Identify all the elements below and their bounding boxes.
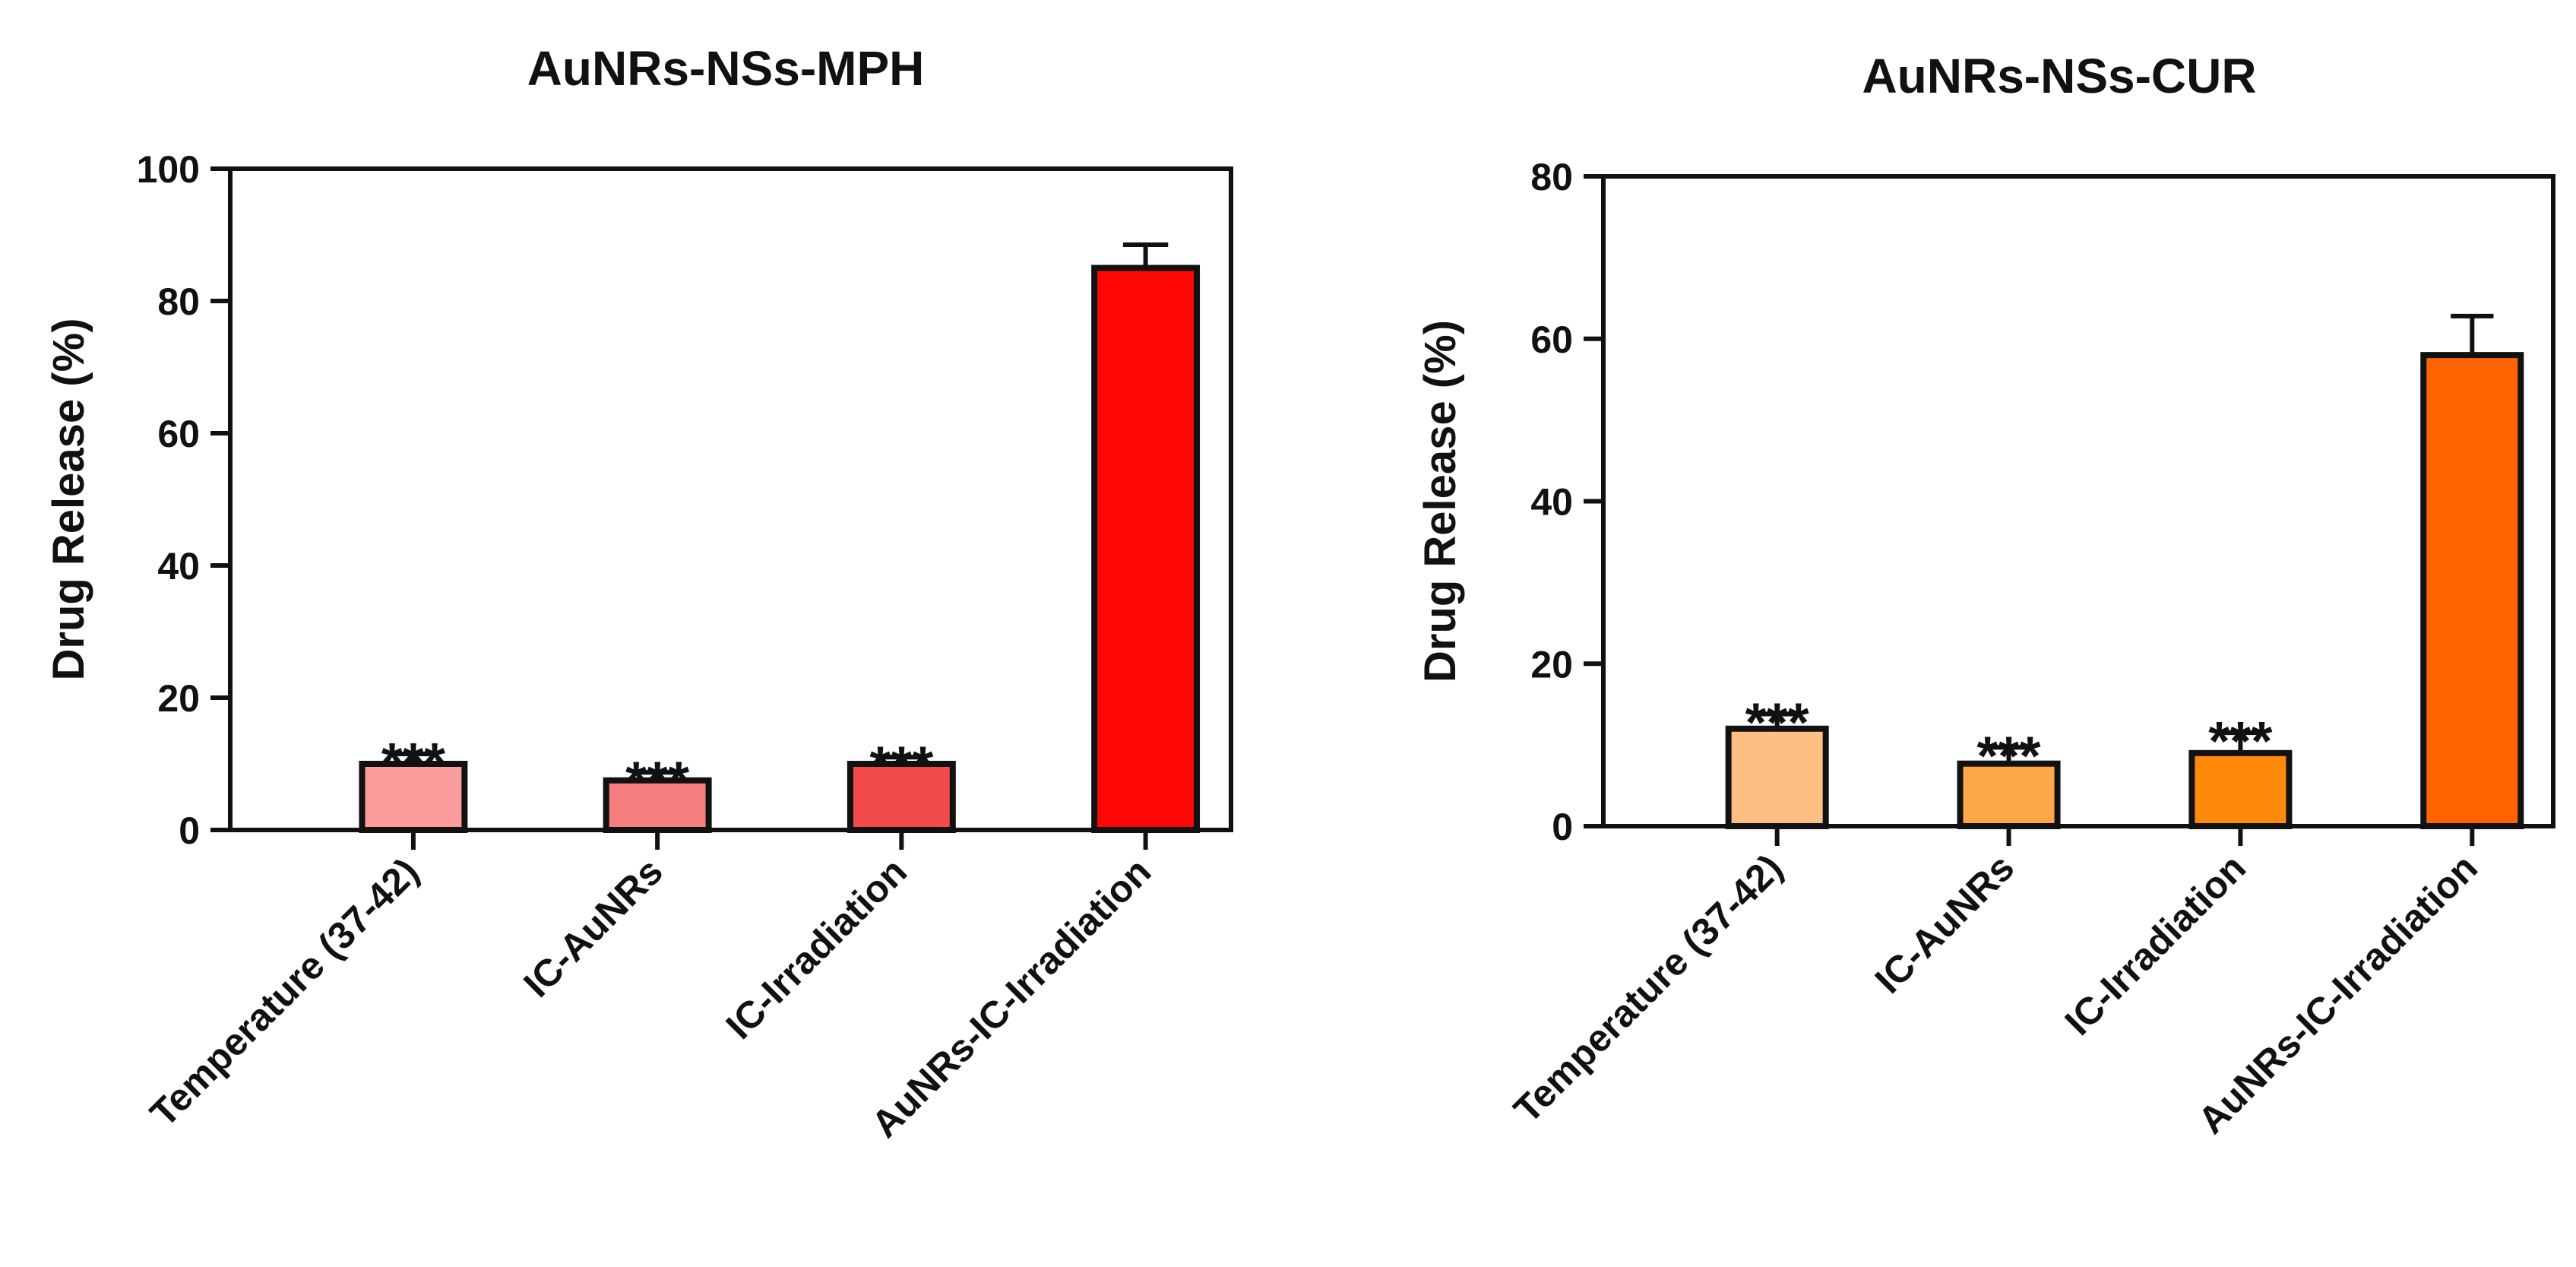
x-tick-label: Temperature (37-42) [142,850,427,1135]
bar [1091,264,1201,833]
significance-label: *** [2208,711,2272,772]
x-tick-label: AuNRs-IC-Irradiation [863,850,1159,1145]
x-tick-label: Temperature (37-42) [1505,846,1790,1131]
plot-frame [228,166,1233,832]
y-tick-label: 100 [137,148,200,191]
y-tick-label: 20 [157,677,200,720]
chart-title: AuNRs-NSs-CUR [1862,49,2256,103]
x-tick-label: IC-Irradiation [2057,846,2255,1044]
y-tick-label: 20 [1530,643,1573,686]
significance-label: *** [1745,693,1809,754]
significance-label: *** [381,733,445,793]
x-tick-label: IC-AuNRs [515,850,671,1006]
bar [2420,352,2524,829]
y-tick-label: 40 [1530,481,1573,524]
y-axis-label: Drug Release (%) [44,318,93,680]
y-tick-label: 0 [179,809,200,852]
y-tick-label: 80 [1530,156,1573,198]
y-tick-label: 0 [1552,806,1573,848]
y-tick-label: 60 [1530,318,1573,361]
x-tick-label: IC-AuNRs [1867,846,2023,1002]
chart-title: AuNRs-NSs-MPH [527,41,925,96]
y-tick-label: 80 [157,280,200,323]
significance-label: *** [625,751,689,812]
significance-label: *** [1977,726,2041,787]
significance-label: *** [869,736,933,797]
x-tick-label: IC-Irradiation [718,850,916,1047]
y-axis-label: Drug Release (%) [1416,320,1465,683]
chart-cur: AuNRs-NSs-CUR Drug Release (%) 0 20 40 60 80 **… [1416,49,2555,1142]
chart-mph: AuNRs-NSs-MPH Drug Release (%) 0 20 40 60 80 10… [44,41,1233,1145]
bar [1957,760,2061,829]
y-tick-label: 40 [157,545,200,588]
y-tick-label: 60 [157,413,200,455]
